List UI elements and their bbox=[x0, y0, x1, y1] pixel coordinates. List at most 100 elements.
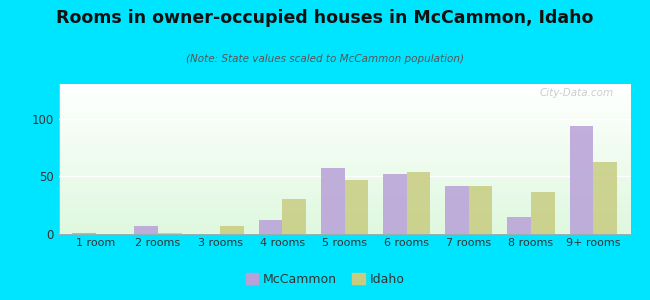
Bar bbox=[58, 124, 630, 125]
Bar bbox=[58, 202, 630, 203]
Bar bbox=[58, 160, 630, 161]
Bar bbox=[58, 147, 630, 148]
Bar bbox=[58, 117, 630, 118]
Bar bbox=[58, 216, 630, 217]
Bar bbox=[135, 226, 158, 234]
Bar bbox=[58, 227, 630, 228]
Bar bbox=[58, 195, 630, 196]
Bar bbox=[58, 222, 630, 223]
Bar bbox=[58, 94, 630, 95]
Bar bbox=[508, 217, 531, 234]
Bar bbox=[58, 126, 630, 127]
Bar bbox=[58, 110, 630, 111]
Bar bbox=[58, 136, 630, 137]
Bar bbox=[383, 174, 407, 234]
Bar bbox=[58, 208, 630, 209]
Bar bbox=[58, 226, 630, 227]
Bar bbox=[58, 171, 630, 172]
Bar bbox=[58, 221, 630, 222]
Bar bbox=[58, 213, 630, 214]
Bar bbox=[58, 172, 630, 173]
Bar bbox=[58, 192, 630, 193]
Bar bbox=[58, 121, 630, 122]
Bar bbox=[58, 109, 630, 110]
Text: Rooms in owner-occupied houses in McCammon, Idaho: Rooms in owner-occupied houses in McCamm… bbox=[57, 9, 593, 27]
Bar bbox=[58, 191, 630, 192]
Bar bbox=[58, 116, 630, 117]
Bar bbox=[58, 129, 630, 130]
Bar bbox=[531, 193, 554, 234]
Bar bbox=[58, 123, 630, 124]
Bar bbox=[58, 181, 630, 182]
Bar bbox=[58, 179, 630, 180]
Bar bbox=[58, 130, 630, 131]
Bar bbox=[58, 140, 630, 141]
Bar bbox=[58, 217, 630, 218]
Bar bbox=[58, 92, 630, 93]
Bar bbox=[58, 176, 630, 177]
Bar bbox=[58, 148, 630, 149]
Bar bbox=[58, 145, 630, 146]
Bar bbox=[58, 205, 630, 206]
Bar bbox=[58, 86, 630, 87]
Bar bbox=[58, 164, 630, 165]
Bar bbox=[58, 115, 630, 116]
Bar bbox=[58, 84, 630, 85]
Bar bbox=[58, 135, 630, 136]
Bar bbox=[58, 99, 630, 100]
Bar bbox=[158, 233, 181, 234]
Bar bbox=[58, 91, 630, 92]
Bar bbox=[58, 93, 630, 94]
Bar bbox=[58, 201, 630, 202]
Bar bbox=[58, 230, 630, 231]
Bar bbox=[58, 95, 630, 96]
Bar bbox=[58, 102, 630, 103]
Bar bbox=[569, 125, 593, 234]
Bar bbox=[58, 138, 630, 139]
Bar bbox=[58, 111, 630, 112]
Bar bbox=[58, 167, 630, 168]
Bar bbox=[58, 125, 630, 126]
Bar bbox=[58, 212, 630, 213]
Bar bbox=[58, 232, 630, 233]
Bar bbox=[58, 177, 630, 178]
Bar bbox=[58, 96, 630, 97]
Bar bbox=[58, 149, 630, 150]
Bar bbox=[58, 100, 630, 101]
Bar bbox=[58, 196, 630, 197]
Bar bbox=[58, 87, 630, 88]
Bar bbox=[407, 172, 430, 234]
Bar bbox=[58, 122, 630, 123]
Bar bbox=[445, 185, 469, 234]
Bar bbox=[58, 100, 630, 101]
Bar bbox=[58, 223, 630, 224]
Bar bbox=[220, 226, 244, 234]
Bar bbox=[58, 161, 630, 162]
Bar bbox=[58, 141, 630, 142]
Bar bbox=[58, 162, 630, 163]
Bar bbox=[58, 158, 630, 159]
Bar bbox=[58, 127, 630, 128]
Bar bbox=[58, 85, 630, 86]
Bar bbox=[58, 101, 630, 102]
Bar bbox=[58, 215, 630, 216]
Bar bbox=[58, 90, 630, 91]
Bar bbox=[58, 156, 630, 157]
Bar bbox=[58, 225, 630, 226]
Bar bbox=[58, 128, 630, 129]
Text: City-Data.com: City-Data.com bbox=[540, 88, 614, 98]
Bar bbox=[58, 169, 630, 170]
Bar bbox=[58, 228, 630, 229]
Bar bbox=[58, 114, 630, 115]
Bar bbox=[58, 154, 630, 155]
Bar bbox=[58, 187, 630, 188]
Bar bbox=[58, 210, 630, 211]
Bar bbox=[58, 170, 630, 171]
Bar bbox=[58, 219, 630, 220]
Bar bbox=[58, 97, 630, 98]
Bar bbox=[58, 188, 630, 189]
Bar bbox=[58, 134, 630, 135]
Bar bbox=[58, 199, 630, 200]
Bar bbox=[58, 119, 630, 120]
Legend: McCammon, Idaho: McCammon, Idaho bbox=[240, 268, 410, 291]
